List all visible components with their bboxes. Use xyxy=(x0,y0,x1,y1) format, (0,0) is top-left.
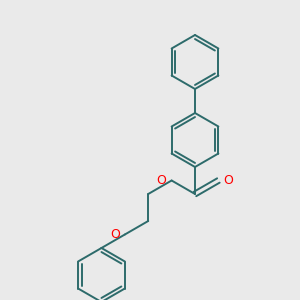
Text: O: O xyxy=(110,228,120,241)
Text: O: O xyxy=(157,174,166,187)
Text: O: O xyxy=(224,174,233,187)
